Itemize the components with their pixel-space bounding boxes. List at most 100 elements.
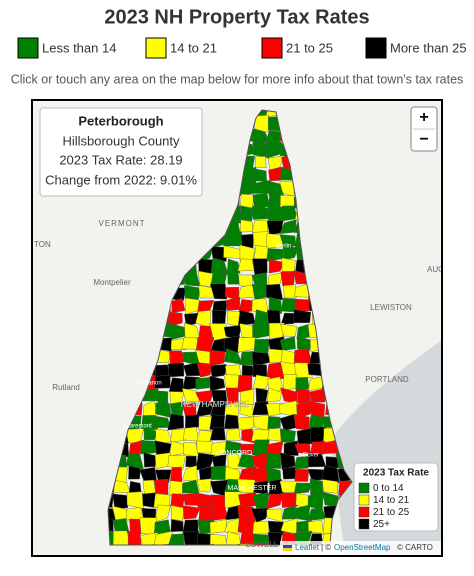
town[interactable] bbox=[210, 245, 228, 262]
town[interactable] bbox=[185, 455, 197, 468]
town[interactable] bbox=[240, 205, 255, 222]
town[interactable] bbox=[226, 428, 241, 441]
town[interactable] bbox=[210, 283, 228, 300]
town[interactable] bbox=[210, 465, 227, 480]
town[interactable] bbox=[111, 505, 129, 523]
town[interactable] bbox=[240, 219, 253, 233]
town[interactable] bbox=[251, 429, 271, 442]
town[interactable] bbox=[240, 388, 255, 406]
town[interactable] bbox=[143, 452, 157, 468]
town[interactable] bbox=[167, 455, 186, 470]
town[interactable] bbox=[128, 465, 141, 480]
town[interactable] bbox=[293, 413, 310, 431]
town[interactable] bbox=[237, 337, 256, 353]
town[interactable] bbox=[265, 283, 284, 301]
town[interactable] bbox=[239, 193, 255, 208]
town[interactable] bbox=[283, 284, 297, 299]
town[interactable] bbox=[267, 155, 285, 172]
town[interactable] bbox=[169, 466, 182, 484]
town[interactable] bbox=[294, 468, 310, 482]
town[interactable] bbox=[196, 532, 215, 548]
town[interactable] bbox=[293, 482, 313, 494]
town[interactable] bbox=[293, 309, 312, 324]
town[interactable] bbox=[153, 479, 169, 495]
town[interactable] bbox=[112, 493, 129, 510]
town[interactable] bbox=[153, 493, 171, 508]
town[interactable] bbox=[309, 388, 326, 403]
town[interactable] bbox=[280, 387, 299, 404]
town[interactable] bbox=[195, 430, 213, 445]
town[interactable] bbox=[183, 530, 200, 548]
town[interactable] bbox=[142, 479, 156, 495]
town[interactable] bbox=[254, 156, 267, 169]
town[interactable] bbox=[310, 441, 326, 456]
town[interactable] bbox=[280, 323, 298, 337]
town[interactable] bbox=[210, 494, 227, 507]
town[interactable] bbox=[252, 374, 271, 389]
town[interactable] bbox=[182, 505, 201, 520]
town[interactable] bbox=[184, 414, 200, 429]
town[interactable] bbox=[195, 401, 215, 418]
town[interactable] bbox=[153, 531, 173, 545]
town[interactable] bbox=[212, 309, 227, 324]
town[interactable] bbox=[227, 273, 241, 285]
town[interactable] bbox=[182, 479, 200, 494]
town[interactable] bbox=[321, 465, 340, 484]
town[interactable] bbox=[142, 492, 157, 508]
town[interactable] bbox=[252, 520, 269, 535]
town[interactable] bbox=[170, 493, 186, 508]
town[interactable] bbox=[196, 440, 214, 454]
town[interactable] bbox=[267, 387, 283, 402]
town[interactable] bbox=[239, 244, 256, 262]
town[interactable] bbox=[239, 530, 257, 547]
town[interactable] bbox=[210, 440, 229, 458]
town[interactable] bbox=[280, 195, 296, 208]
town[interactable] bbox=[168, 362, 185, 378]
town[interactable] bbox=[209, 349, 226, 367]
attr-osm[interactable]: OpenStreetMap bbox=[334, 543, 391, 552]
town[interactable] bbox=[223, 517, 241, 534]
town[interactable] bbox=[238, 543, 255, 561]
town[interactable] bbox=[252, 363, 267, 377]
town[interactable] bbox=[280, 492, 298, 508]
town[interactable] bbox=[195, 376, 212, 390]
town[interactable] bbox=[322, 479, 339, 494]
town[interactable] bbox=[266, 233, 284, 249]
town[interactable] bbox=[167, 413, 184, 431]
town[interactable] bbox=[282, 244, 299, 261]
town[interactable] bbox=[237, 416, 256, 430]
zoom-out[interactable]: − bbox=[419, 131, 428, 148]
town[interactable] bbox=[268, 166, 283, 182]
town[interactable] bbox=[171, 298, 186, 314]
town[interactable] bbox=[267, 272, 283, 288]
town[interactable] bbox=[280, 312, 296, 325]
town[interactable] bbox=[267, 416, 281, 430]
town[interactable] bbox=[209, 426, 226, 441]
town[interactable] bbox=[195, 452, 215, 471]
town[interactable] bbox=[283, 374, 298, 391]
town[interactable] bbox=[167, 533, 185, 548]
town[interactable] bbox=[279, 336, 296, 351]
town[interactable] bbox=[210, 401, 227, 417]
town[interactable] bbox=[283, 440, 299, 456]
town[interactable] bbox=[251, 180, 271, 194]
town[interactable] bbox=[155, 504, 171, 523]
town[interactable] bbox=[143, 429, 158, 441]
town[interactable] bbox=[265, 452, 282, 469]
town[interactable] bbox=[238, 299, 255, 315]
town[interactable] bbox=[281, 257, 296, 273]
town[interactable] bbox=[265, 130, 282, 145]
town[interactable] bbox=[167, 311, 183, 328]
town[interactable] bbox=[267, 207, 284, 224]
town[interactable] bbox=[170, 505, 186, 521]
town[interactable] bbox=[170, 519, 184, 532]
town[interactable] bbox=[252, 258, 268, 276]
town[interactable] bbox=[224, 440, 242, 455]
town[interactable] bbox=[196, 478, 212, 493]
town[interactable] bbox=[296, 400, 313, 419]
town[interactable] bbox=[153, 543, 172, 558]
town[interactable] bbox=[293, 455, 310, 470]
town[interactable] bbox=[267, 532, 283, 548]
town[interactable] bbox=[268, 296, 282, 314]
town[interactable] bbox=[268, 259, 285, 274]
